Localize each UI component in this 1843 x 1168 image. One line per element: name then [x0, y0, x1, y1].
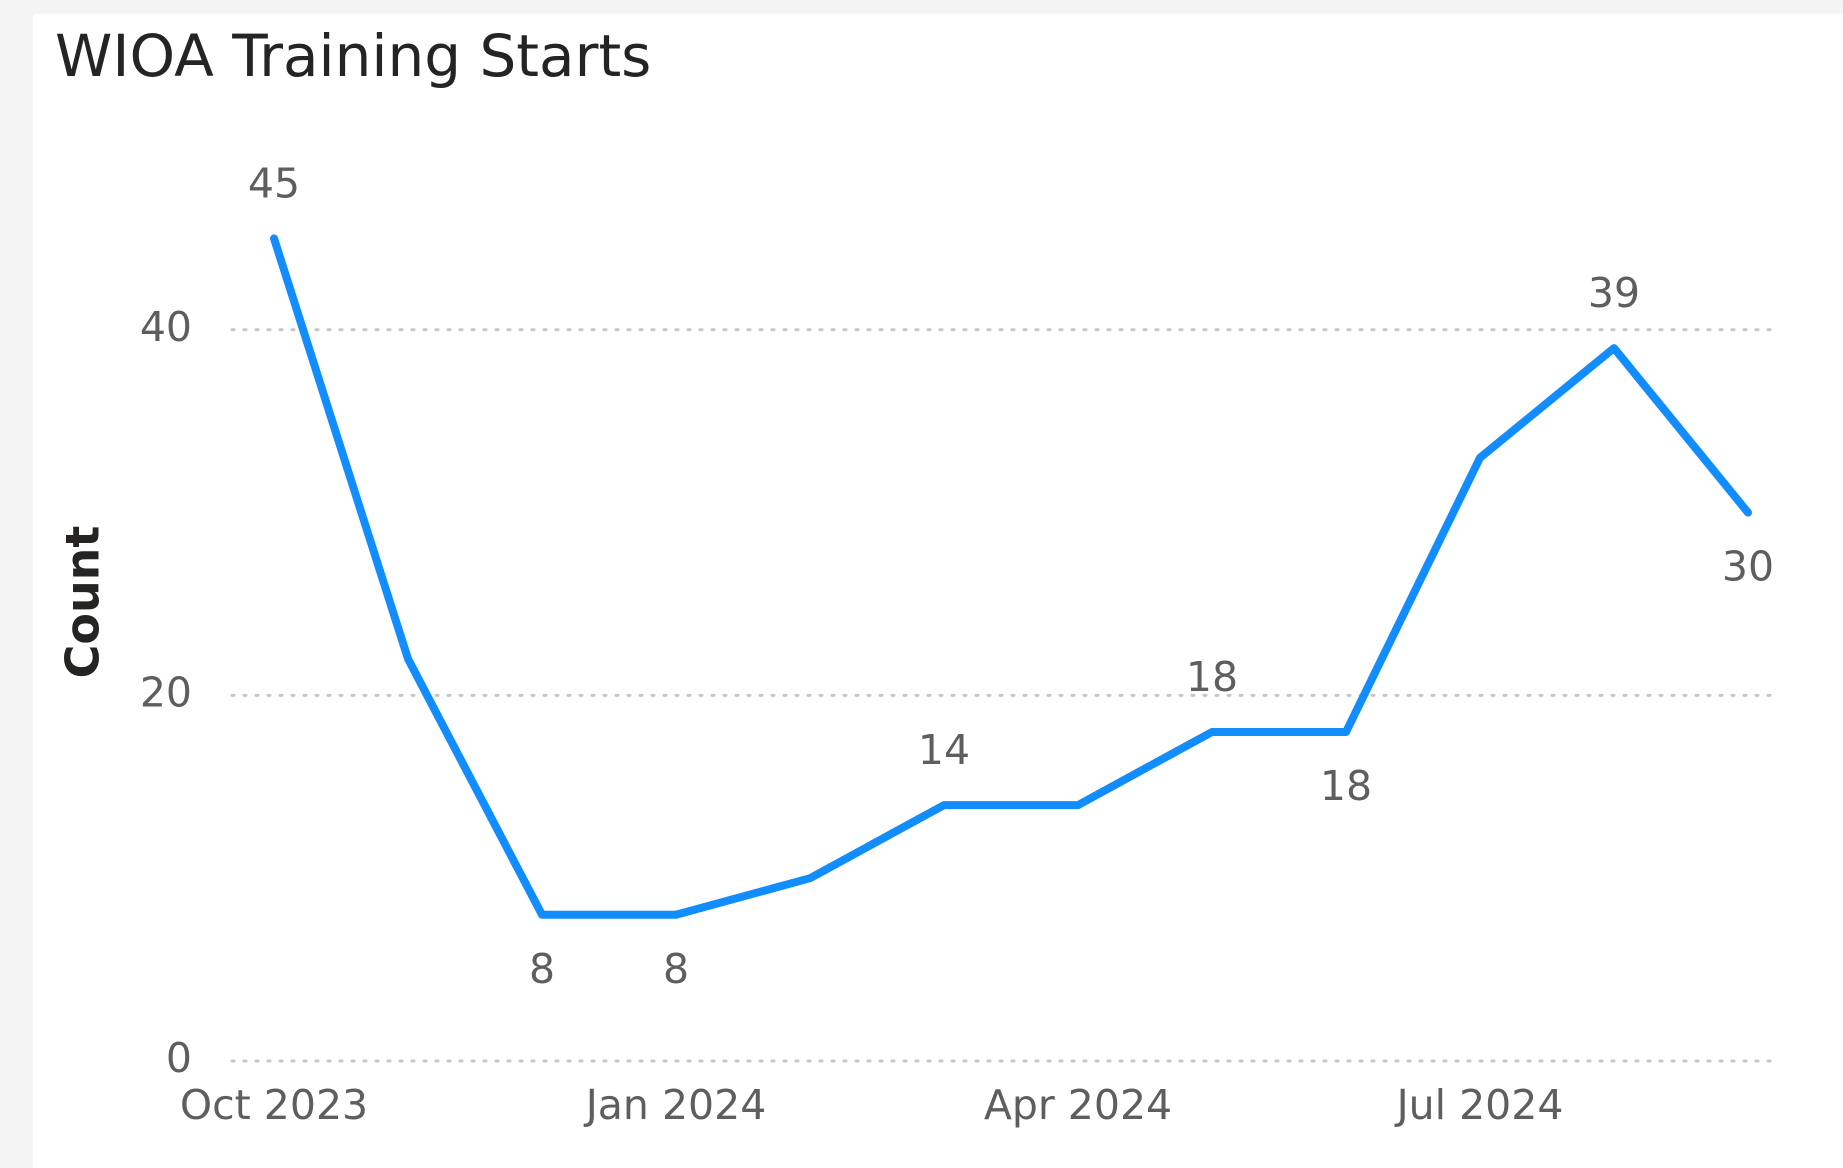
data-label: 18 — [1186, 653, 1238, 701]
y-tick-label: 0 — [166, 1034, 192, 1082]
data-label: 18 — [1320, 762, 1372, 810]
data-label: 14 — [918, 726, 970, 774]
x-tick-label: Jan 2024 — [583, 1081, 767, 1129]
data-label: 45 — [248, 159, 300, 207]
line — [270, 234, 1752, 919]
y-axis-title: Count — [56, 526, 110, 679]
x-tick-label: Apr 2024 — [984, 1081, 1172, 1129]
y-tick-label: 40 — [140, 303, 192, 351]
card — [33, 14, 1843, 1168]
x-tick-label: Jul 2024 — [1394, 1081, 1564, 1129]
data-label: 8 — [663, 945, 689, 993]
data-label: 8 — [529, 945, 555, 993]
chart-title: WIOA Training Starts — [55, 22, 651, 90]
y-tick-label: 20 — [140, 668, 192, 716]
x-tick-label: Oct 2023 — [180, 1081, 368, 1129]
data-label: 39 — [1588, 269, 1640, 317]
data-label: 30 — [1722, 543, 1774, 591]
